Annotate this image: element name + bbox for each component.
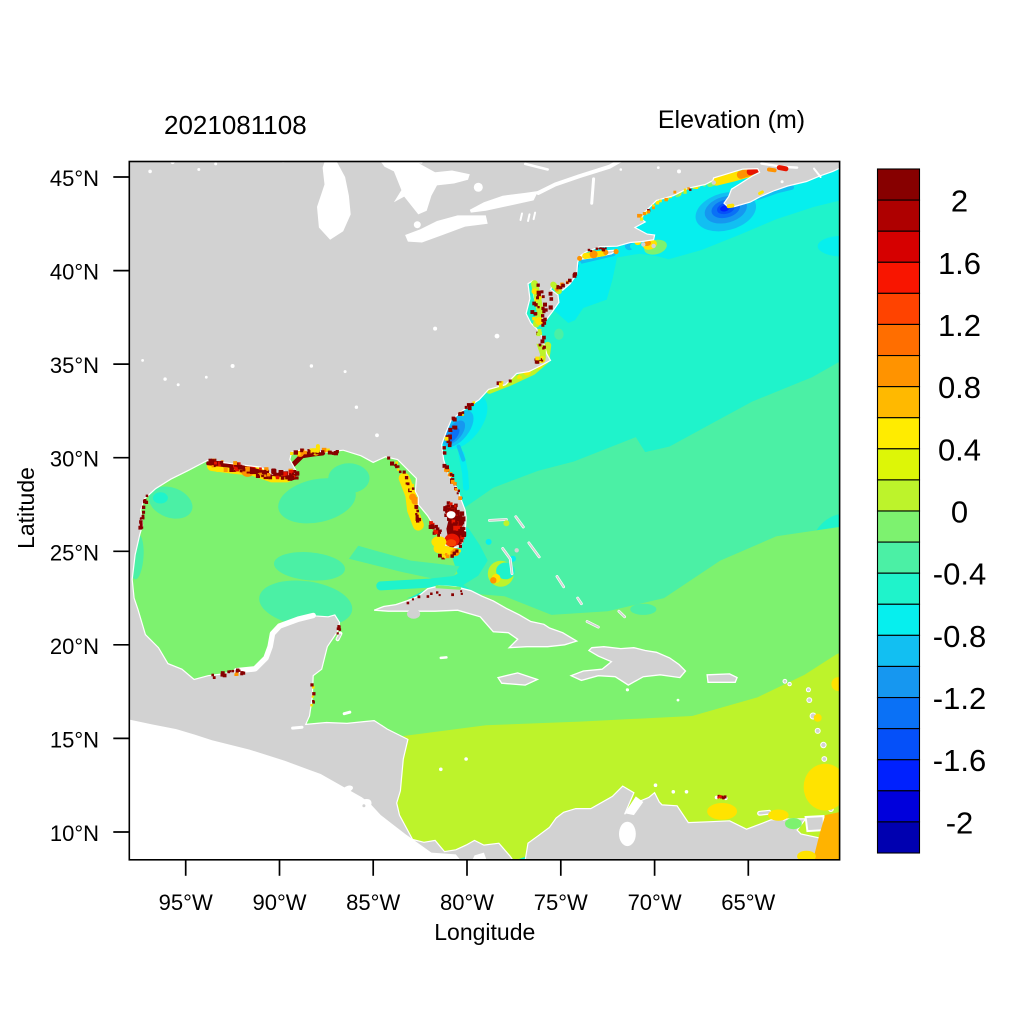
svg-text:25°N: 25°N <box>50 540 99 565</box>
svg-text:40°N: 40°N <box>50 260 99 285</box>
svg-text:65°W: 65°W <box>721 890 775 915</box>
svg-text:0.4: 0.4 <box>938 432 981 467</box>
svg-text:75°W: 75°W <box>534 890 588 915</box>
svg-text:30°N: 30°N <box>50 447 99 472</box>
svg-text:20°N: 20°N <box>50 634 99 659</box>
svg-text:-0.4: -0.4 <box>933 557 986 592</box>
svg-text:0: 0 <box>951 495 968 530</box>
svg-text:-1.2: -1.2 <box>933 681 986 716</box>
svg-text:-1.6: -1.6 <box>933 743 986 778</box>
svg-text:85°W: 85°W <box>346 890 400 915</box>
svg-text:80°W: 80°W <box>440 890 494 915</box>
svg-text:2021081108: 2021081108 <box>164 110 307 140</box>
svg-text:10°N: 10°N <box>50 821 99 846</box>
svg-text:35°N: 35°N <box>50 353 99 378</box>
svg-text:-0.8: -0.8 <box>933 619 986 654</box>
svg-text:90°W: 90°W <box>252 890 306 915</box>
svg-text:95°W: 95°W <box>159 890 213 915</box>
svg-text:1.6: 1.6 <box>938 246 981 281</box>
svg-text:45°N: 45°N <box>50 166 99 191</box>
svg-text:Elevation (m): Elevation (m) <box>658 106 805 134</box>
svg-text:70°W: 70°W <box>628 890 682 915</box>
svg-text:1.2: 1.2 <box>938 308 981 343</box>
svg-text:Longitude: Longitude <box>434 919 535 945</box>
svg-text:-2: -2 <box>946 805 974 840</box>
svg-text:Latitude: Latitude <box>13 467 39 549</box>
svg-text:2: 2 <box>951 184 968 219</box>
svg-text:0.8: 0.8 <box>938 370 981 405</box>
svg-text:15°N: 15°N <box>50 727 99 752</box>
